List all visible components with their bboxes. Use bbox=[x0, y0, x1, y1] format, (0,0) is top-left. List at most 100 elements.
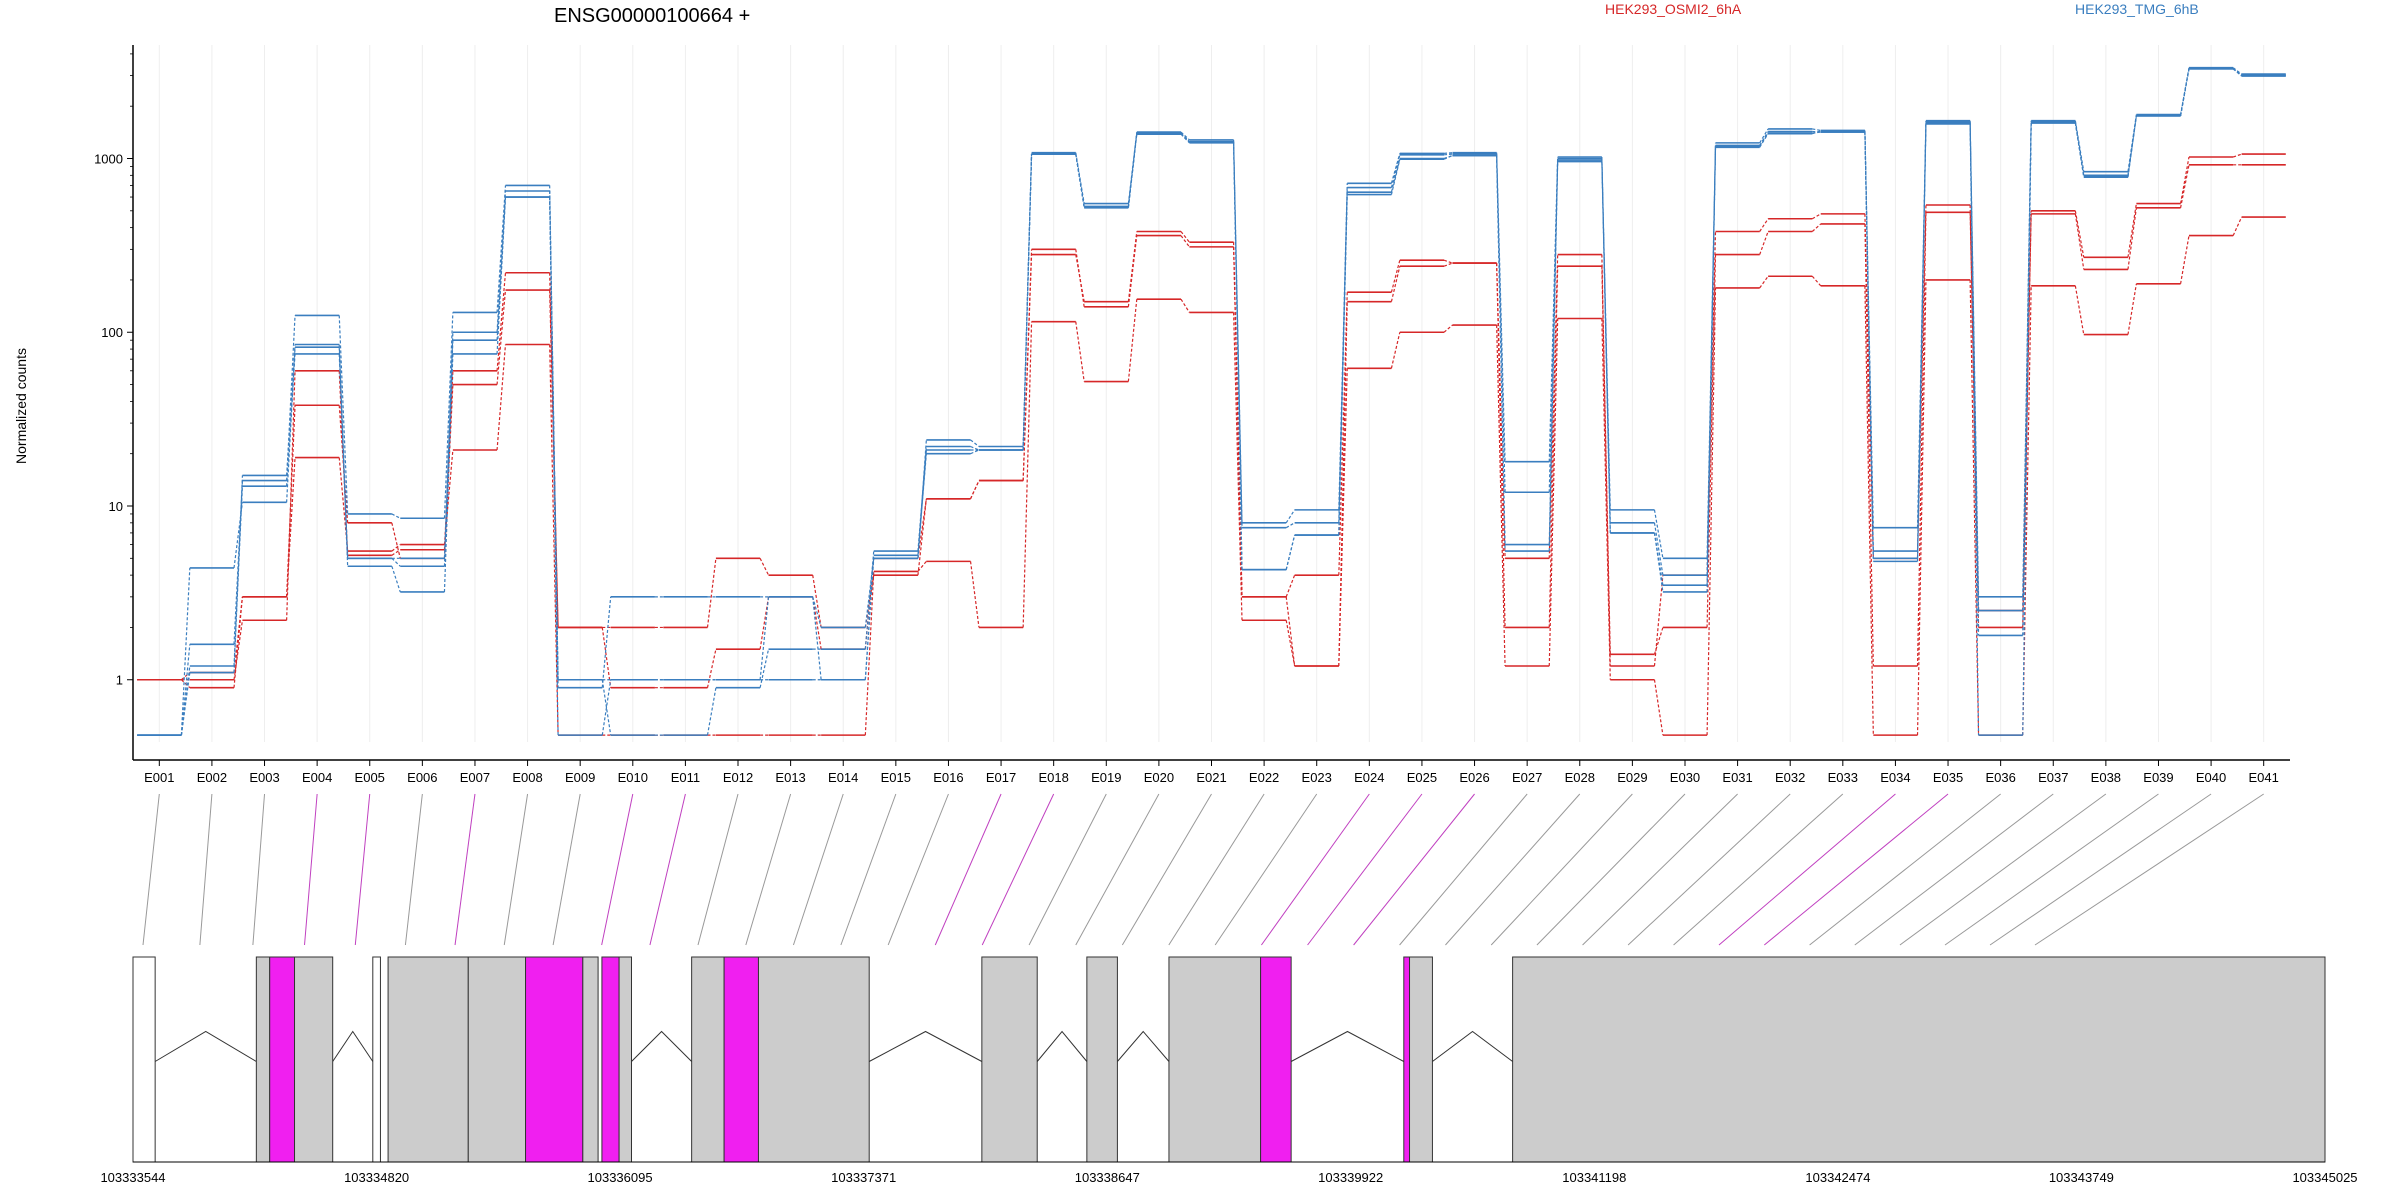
exon-link-line bbox=[1445, 793, 1581, 946]
series-connector bbox=[1653, 509, 1664, 559]
series-connector bbox=[1180, 133, 1190, 143]
x-tick-label: E035 bbox=[1933, 770, 1963, 785]
exon-link-line bbox=[745, 793, 792, 946]
series-connector bbox=[1969, 279, 1980, 736]
series-connector bbox=[2074, 120, 2085, 172]
series-connector bbox=[1022, 254, 1033, 481]
series-connector bbox=[443, 340, 454, 559]
series-connector bbox=[2022, 122, 2032, 736]
x-tick-label: E041 bbox=[2249, 770, 2279, 785]
series-connector bbox=[1916, 123, 1927, 559]
series-connector bbox=[1916, 204, 1927, 559]
exon-link-line bbox=[981, 793, 1055, 946]
series-connector bbox=[1812, 213, 1822, 220]
series-connector bbox=[969, 561, 980, 628]
coordinate-label: 103333544 bbox=[100, 1170, 165, 1185]
series-connector bbox=[1706, 147, 1717, 586]
x-tick-label: E021 bbox=[1196, 770, 1226, 785]
series-connector bbox=[1285, 620, 1296, 667]
series-connector bbox=[601, 679, 612, 736]
exon-link-line bbox=[454, 793, 476, 946]
exon-link-line bbox=[1718, 793, 1896, 946]
series-connector bbox=[2232, 68, 2242, 77]
series-connector bbox=[338, 344, 349, 559]
x-tick-label: E029 bbox=[1617, 770, 1647, 785]
series-connector bbox=[1759, 133, 1769, 148]
series-connector bbox=[864, 558, 875, 680]
series-connector bbox=[1232, 242, 1243, 597]
exon-block bbox=[467, 956, 527, 1163]
intron-line bbox=[154, 1030, 257, 1062]
coordinate-label: 103338647 bbox=[1075, 1170, 1140, 1185]
series-connector bbox=[759, 649, 770, 688]
coordinate-label: 103343749 bbox=[2049, 1170, 2114, 1185]
y-tick-label: 100 bbox=[101, 325, 123, 340]
coordinate-label: 103345025 bbox=[2292, 1170, 2357, 1185]
exon-link-line bbox=[1261, 793, 1370, 946]
exon-link-line bbox=[1764, 793, 1949, 946]
series-connector bbox=[1706, 254, 1717, 628]
series-connector bbox=[286, 457, 296, 597]
series-connector bbox=[1443, 324, 1453, 333]
series-connector bbox=[338, 315, 349, 514]
coordinate-label: 103336095 bbox=[588, 1170, 653, 1185]
series-connector bbox=[1075, 321, 1085, 382]
series-connector bbox=[2127, 115, 2137, 177]
x-tick-label: E026 bbox=[1459, 770, 1489, 785]
series-connector bbox=[1180, 231, 1190, 243]
series-connector bbox=[812, 596, 822, 628]
series-6 bbox=[137, 67, 2286, 736]
series-connector bbox=[1390, 332, 1401, 369]
series-connector bbox=[1496, 263, 1506, 628]
series-connector bbox=[391, 544, 401, 552]
y-axis-label: Normalized counts bbox=[13, 348, 29, 464]
series-connector bbox=[601, 627, 612, 688]
series-connector bbox=[1759, 131, 1769, 146]
series-connector bbox=[1022, 154, 1033, 451]
exon-block bbox=[255, 956, 271, 1163]
exon-block bbox=[132, 956, 156, 1163]
series-connector bbox=[1443, 152, 1453, 154]
series-connector bbox=[1232, 139, 1243, 523]
series-connector bbox=[1443, 153, 1453, 156]
x-tick-label: E007 bbox=[460, 770, 490, 785]
coordinate-label: 103337371 bbox=[831, 1170, 896, 1185]
series-connector bbox=[1759, 231, 1769, 255]
series-connector bbox=[1653, 575, 1664, 667]
x-tick-label: E034 bbox=[1880, 770, 1910, 785]
exon-link-line bbox=[1899, 793, 2107, 946]
x-tick-label: E005 bbox=[355, 770, 385, 785]
series-connector bbox=[496, 344, 507, 451]
x-tick-label: E038 bbox=[2091, 770, 2121, 785]
series-connector bbox=[391, 557, 401, 567]
series-connector bbox=[1496, 263, 1506, 559]
series-connector bbox=[549, 197, 559, 736]
coordinate-label: 103341198 bbox=[1562, 1170, 1626, 1185]
x-tick-label: E014 bbox=[828, 770, 858, 785]
series-connector bbox=[759, 596, 770, 650]
series-connector bbox=[1811, 275, 1822, 287]
series-connector bbox=[1969, 204, 1980, 628]
x-tick-label: E030 bbox=[1670, 770, 1700, 785]
series-connector bbox=[391, 549, 401, 556]
series-connector bbox=[180, 672, 191, 736]
series-connector bbox=[391, 522, 401, 559]
series-connector bbox=[2232, 67, 2242, 75]
exon-block bbox=[1260, 956, 1292, 1163]
exon-block bbox=[582, 956, 599, 1163]
x-tick-label: E028 bbox=[1565, 770, 1595, 785]
series-connector bbox=[1180, 235, 1190, 248]
series-connector bbox=[391, 513, 401, 519]
series-connector bbox=[2179, 68, 2190, 116]
exon-block bbox=[525, 956, 584, 1163]
series-connector bbox=[917, 498, 927, 576]
exon-link-line bbox=[649, 793, 686, 946]
x-tick-label: E012 bbox=[723, 770, 753, 785]
series-connector bbox=[1232, 312, 1243, 621]
exon-block bbox=[757, 956, 870, 1163]
coordinate-label: 103342474 bbox=[1805, 1170, 1870, 1185]
exon-block bbox=[269, 956, 296, 1163]
series-connector bbox=[1022, 321, 1033, 628]
series-connector bbox=[1285, 574, 1296, 598]
series-connector bbox=[812, 596, 822, 680]
